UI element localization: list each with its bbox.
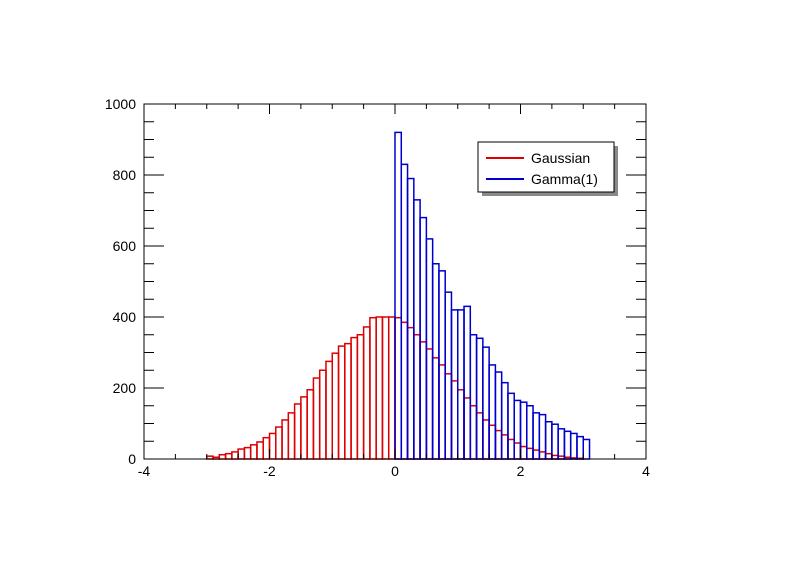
y-tick-label: 400 xyxy=(113,309,137,325)
legend-label-gaussian: Gaussian xyxy=(531,150,590,166)
gamma-bar xyxy=(500,381,509,460)
gaussian-bar xyxy=(350,336,359,460)
gamma-bar xyxy=(413,199,421,460)
gaussian-bar xyxy=(400,321,409,460)
gamma-bar xyxy=(532,412,541,460)
gamma-bar xyxy=(463,305,472,460)
gaussian-bar xyxy=(306,389,315,460)
gaussian-bar xyxy=(344,342,352,460)
gaussian-bar xyxy=(243,446,252,460)
gaussian-bar xyxy=(224,452,233,460)
gaussian-bar xyxy=(444,373,453,460)
gamma-bar xyxy=(563,430,572,460)
gamma-bar xyxy=(494,371,503,460)
gaussian-bar xyxy=(369,316,377,460)
x-tick-label: -2 xyxy=(263,463,276,479)
gamma-bar xyxy=(513,399,522,460)
gamma-bar xyxy=(475,337,484,460)
gaussian-bar xyxy=(500,434,509,460)
gaussian-bar xyxy=(425,348,434,460)
gaussian-bar xyxy=(300,396,308,460)
y-tick-label: 1000 xyxy=(105,96,136,112)
gaussian-bar xyxy=(469,405,478,460)
gamma-bar xyxy=(431,263,440,460)
gaussian-bar xyxy=(362,326,371,460)
gamma-bar xyxy=(507,392,515,460)
gaussian-bar xyxy=(419,341,428,460)
gaussian-bar xyxy=(256,441,264,460)
gaussian-bar xyxy=(387,316,396,460)
gaussian-bar xyxy=(293,403,302,460)
gamma-bar xyxy=(482,346,490,460)
gamma-bar xyxy=(576,435,584,460)
x-tick-label: -4 xyxy=(138,463,151,479)
legend: Gaussian Gamma(1) xyxy=(477,141,618,196)
gaussian-bar xyxy=(356,334,365,460)
y-tick-label: 0 xyxy=(128,451,136,467)
x-tick-label: 2 xyxy=(517,463,525,479)
gaussian-bar xyxy=(262,436,271,460)
gaussian-bar xyxy=(482,419,490,460)
gaussian-bar xyxy=(231,451,239,460)
gaussian-bar xyxy=(532,449,541,460)
gaussian-bar xyxy=(457,389,465,460)
gaussian-bar xyxy=(494,429,503,460)
gaussian-bar xyxy=(519,445,528,460)
gaussian-bar xyxy=(287,412,296,460)
gamma-bar xyxy=(582,438,591,460)
gaussian-bar xyxy=(475,412,484,460)
gaussian-bar xyxy=(406,326,415,460)
gaussian-bar xyxy=(312,377,321,460)
gamma-bar xyxy=(419,216,428,460)
gaussian-bar xyxy=(488,424,497,460)
axis-tick-labels: -4 -2 0 2 4 0 200 400 600 800 1000 xyxy=(105,96,650,479)
y-tick-label: 200 xyxy=(113,380,137,396)
x-tick-label: 0 xyxy=(391,463,399,479)
gamma-bar xyxy=(394,131,403,460)
gaussian-bar xyxy=(249,444,258,460)
gaussian-bar xyxy=(538,451,547,460)
gaussian-bar xyxy=(381,316,390,460)
gamma-bar xyxy=(406,177,415,460)
gaussian-bar xyxy=(394,316,403,460)
gaussian-bar xyxy=(281,419,290,460)
gaussian-bar xyxy=(318,369,327,460)
gaussian-bar xyxy=(275,426,283,460)
legend-box xyxy=(477,141,615,193)
gaussian-bar xyxy=(375,316,384,460)
gamma-bar xyxy=(457,309,465,460)
gamma-bar xyxy=(469,334,478,460)
gaussian-bar xyxy=(431,357,440,460)
gaussian-bar xyxy=(507,438,515,460)
gamma-bar xyxy=(519,401,528,460)
gamma-bar xyxy=(557,428,566,460)
gaussian-bar xyxy=(218,453,227,460)
gamma-bar xyxy=(400,163,409,460)
gaussian-bar xyxy=(513,442,522,460)
gamma-bar xyxy=(569,432,578,460)
gaussian-bar xyxy=(325,360,334,460)
legend-label-gamma: Gamma(1) xyxy=(531,171,598,187)
y-tick-label: 800 xyxy=(113,167,137,183)
axis-ticks xyxy=(143,103,647,460)
gaussian-bar xyxy=(268,432,277,460)
gaussian-bar xyxy=(438,364,446,460)
x-tick-label: 4 xyxy=(642,463,650,479)
gaussian-bar xyxy=(337,345,346,460)
gaussian-bar xyxy=(450,380,459,460)
gaussian-bar xyxy=(237,448,246,460)
gamma-bar xyxy=(551,423,559,460)
gamma-bar xyxy=(444,291,453,460)
gamma-bar xyxy=(488,364,497,460)
gaussian-bar xyxy=(463,397,472,460)
y-tick-label: 600 xyxy=(113,238,137,254)
gamma-bar xyxy=(526,405,534,460)
gaussian-bar xyxy=(544,452,553,460)
gaussian-bar xyxy=(331,352,340,460)
gaussian-bar xyxy=(526,447,534,460)
gaussian-bar xyxy=(413,334,421,460)
gamma-bar xyxy=(450,309,459,460)
